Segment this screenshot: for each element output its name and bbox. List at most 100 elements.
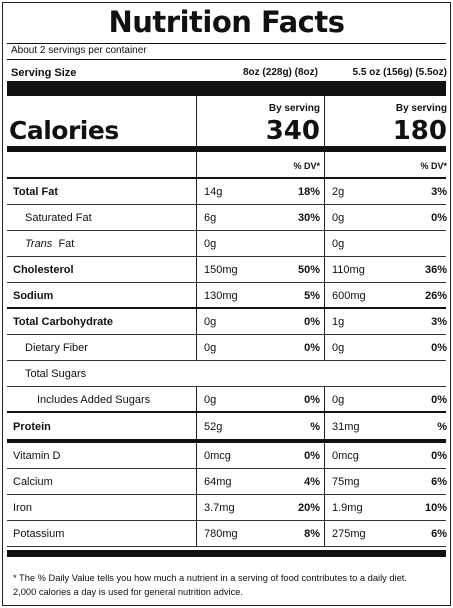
nutrient-name-text: Cholesterol	[13, 264, 74, 276]
nutrient-amount: 0g	[204, 342, 217, 354]
nutrient-percent-dv: 3%	[431, 316, 447, 328]
column-divider	[324, 387, 325, 413]
nutrient-percent-dv: 10%	[424, 502, 447, 514]
thick-divider	[7, 81, 446, 96]
column-divider	[324, 495, 325, 521]
column-divider	[324, 443, 325, 469]
nutrient-amount: 110mg	[332, 264, 365, 276]
row-divider	[7, 386, 446, 387]
row-divider	[7, 360, 446, 361]
medium-divider	[7, 146, 446, 152]
nutrient-percent-dv: 18%	[297, 186, 320, 198]
column-divider	[324, 521, 325, 547]
dv-header-col1: % DV*	[293, 161, 320, 171]
nutrient-amount: 1g	[332, 316, 345, 328]
nutrient-row: Total Sugars	[7, 361, 446, 387]
divider	[7, 59, 446, 60]
nutrient-amount: 31mg	[332, 421, 360, 433]
nutrient-percent-dv: 20%	[297, 502, 320, 514]
footnote: * The % Daily Value tells you how much a…	[13, 571, 445, 599]
column-divider	[196, 283, 197, 309]
nutrient-row: Trans Fat 0g 0g	[7, 231, 446, 257]
row-divider	[7, 546, 446, 547]
column-divider	[196, 231, 197, 257]
column-divider	[196, 469, 197, 495]
nutrient-amount: 0g	[332, 394, 345, 406]
nutrient-amount: 14g	[204, 186, 223, 198]
nutrient-name: Dietary Fiber	[25, 335, 88, 361]
nutrient-amount: 2g	[332, 186, 345, 198]
thick-divider	[7, 550, 446, 557]
column-divider	[324, 469, 325, 495]
nutrient-amount: 0g	[332, 342, 345, 354]
nutrient-percent-dv: 3%	[431, 186, 447, 198]
nutrient-name: Calcium	[13, 469, 53, 495]
serving-size-col2: 5.5 oz (156g) (5.5oz)	[352, 67, 447, 78]
nutrient-name: Sodium	[13, 283, 53, 309]
column-divider	[324, 179, 325, 205]
nutrient-name-text: Dietary Fiber	[25, 342, 88, 354]
nutrient-name: Vitamin D	[13, 443, 60, 469]
column-divider	[324, 283, 325, 309]
calories-col2-value: 180	[392, 116, 447, 146]
column-divider	[196, 495, 197, 521]
nutrient-percent-dv: 4%	[304, 476, 320, 488]
nutrient-amount: 0g	[332, 238, 345, 250]
nutrient-name: Protein	[13, 413, 51, 441]
column-divider	[196, 521, 197, 547]
column-divider	[324, 309, 325, 335]
row-divider	[7, 230, 446, 231]
nutrient-name-text: Fat	[58, 238, 75, 250]
column-divider	[324, 152, 325, 177]
column-divider	[196, 257, 197, 283]
nutrient-amount: 0g	[332, 212, 345, 224]
nutrient-name-text: Total Sugars	[25, 368, 87, 380]
nutrient-amount: 150mg	[204, 264, 238, 276]
label-title: Nutrition Facts	[108, 5, 345, 39]
column-divider	[324, 96, 325, 146]
column-divider	[196, 335, 197, 361]
nutrient-name: Total Fat	[13, 179, 58, 205]
column-divider	[324, 231, 325, 257]
row-divider	[7, 282, 446, 283]
nutrient-amount: 75mg	[332, 476, 360, 488]
nutrient-name-text: Includes Added Sugars	[37, 394, 151, 406]
nutrient-amount: 64mg	[204, 476, 232, 488]
dv-header-col2: % DV*	[420, 161, 447, 171]
serving-size-col1: 8oz (228g) (8oz)	[242, 67, 318, 78]
nutrient-percent-dv: 8%	[304, 528, 320, 540]
column-divider	[196, 179, 197, 205]
column-divider	[196, 413, 197, 441]
column-divider	[324, 413, 325, 441]
column-divider	[196, 96, 197, 146]
nutrient-name: Cholesterol	[13, 257, 74, 283]
nutrient-percent-dv: 26%	[424, 290, 447, 302]
nutrient-row: Potassium 780mg 275mg 8% 6%	[7, 521, 447, 547]
row-divider	[7, 520, 446, 521]
column-divider	[196, 443, 197, 469]
thick-divider	[7, 439, 446, 443]
footnote-line-1: * The % Daily Value tells you how much a…	[13, 573, 407, 583]
nutrient-amount: 0g	[204, 394, 217, 406]
nutrient-percent-dv: 0%	[431, 212, 447, 224]
nutrient-amount: 275mg	[332, 528, 366, 540]
row-divider	[7, 307, 446, 309]
nutrient-percent-dv: 6%	[431, 528, 447, 540]
nutrient-percent-dv: 36%	[424, 264, 447, 276]
nutrient-amount: 130mg	[204, 290, 238, 302]
nutrient-row: Cholesterol 150mg 110mg 50% 36%	[7, 257, 447, 283]
nutrient-name-text: Sodium	[13, 290, 54, 302]
nutrient-percent-dv: 0%	[431, 450, 447, 462]
column-divider	[324, 205, 325, 231]
column-divider	[196, 205, 197, 231]
nutrient-name-text: Iron	[13, 502, 32, 514]
column-divider	[324, 335, 325, 361]
nutrient-row: Includes Added Sugars 0g 0g 0% 0%	[7, 387, 447, 413]
row-divider	[7, 256, 446, 257]
nutrient-name-text: Vitamin D	[13, 450, 61, 462]
nutrient-amount: 52g	[204, 421, 223, 433]
row-divider	[7, 411, 446, 413]
nutrient-name-italic: Trans	[25, 238, 53, 250]
nutrient-percent-dv: 0%	[304, 342, 320, 354]
calories-label: Calories	[9, 116, 119, 145]
